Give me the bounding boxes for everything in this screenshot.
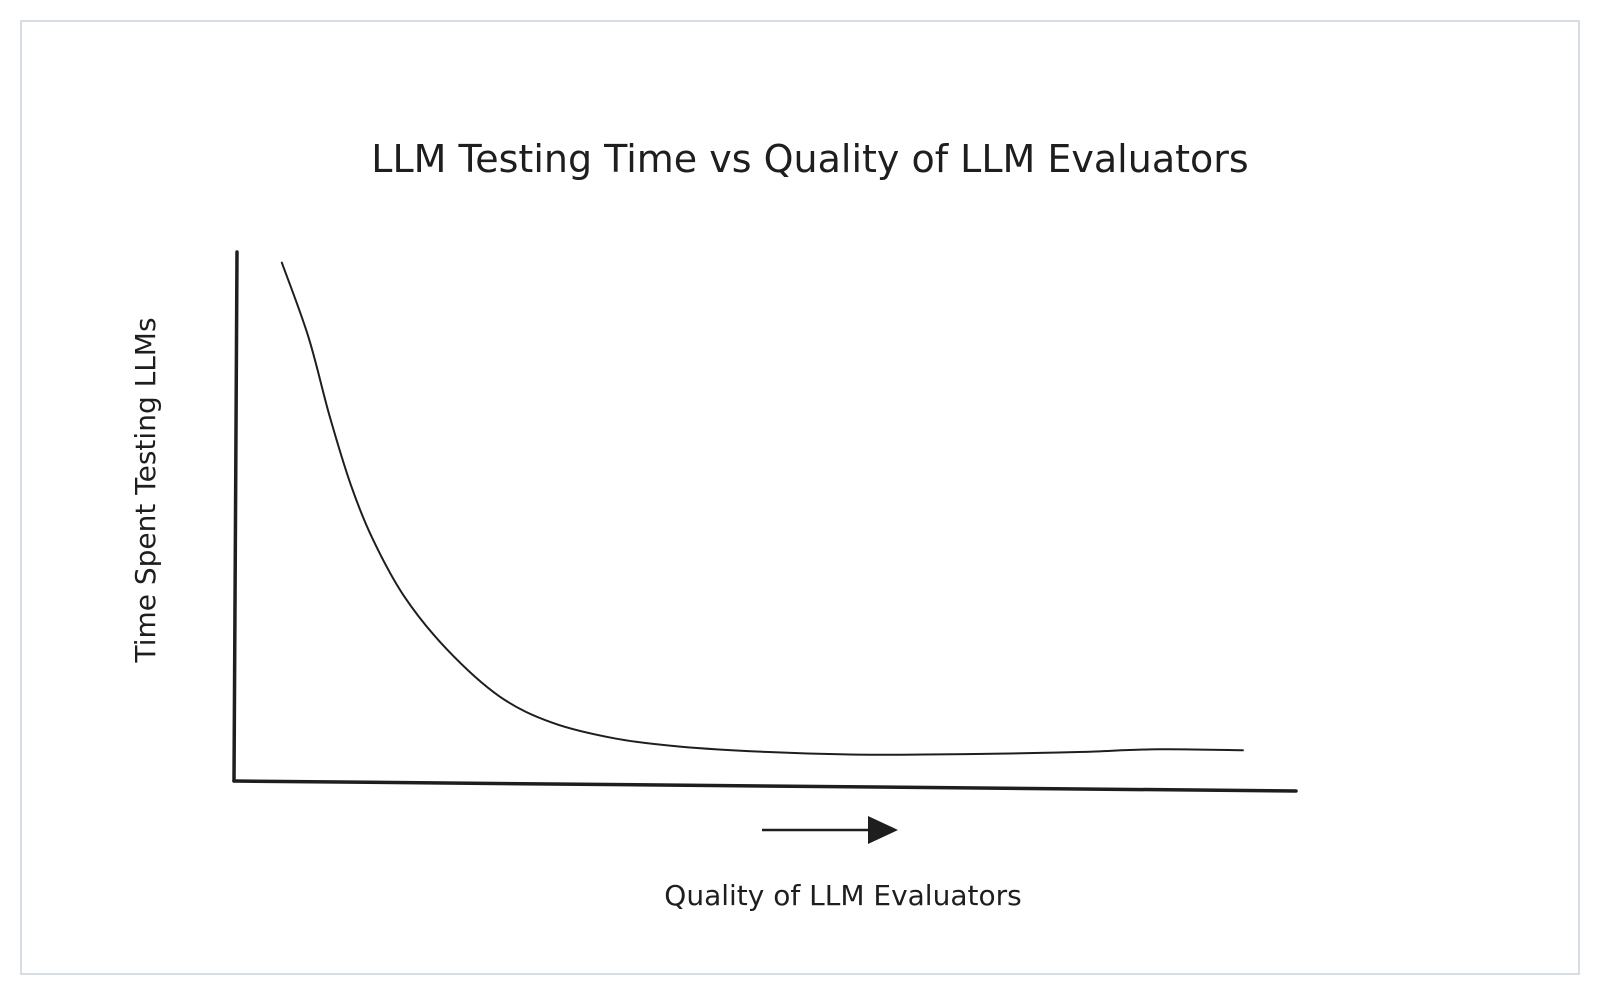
series-line [280,261,1244,756]
y-axis-label: Time Spent Testing LLMs [129,317,162,663]
arrow-head [868,816,898,844]
chart-frame [20,20,1580,975]
chart-title: LLM Testing Time vs Quality of LLM Evalu… [371,137,1248,181]
x-axis [232,779,1298,793]
y-axis [232,250,239,783]
x-direction-arrow [762,816,898,844]
x-axis-label: Quality of LLM Evaluators [664,879,1021,912]
